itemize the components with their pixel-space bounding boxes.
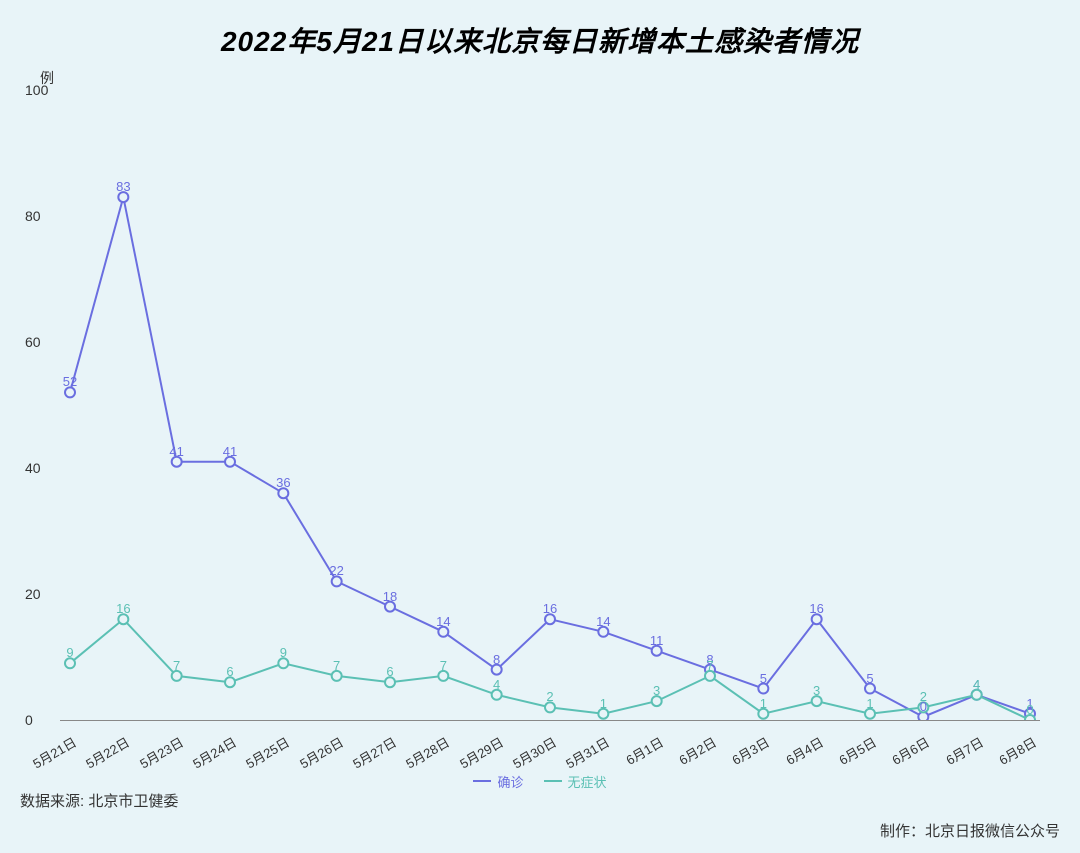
xtick-label: 5月22日	[82, 732, 133, 772]
point-value-label: 41	[223, 444, 237, 459]
point-value-label: 14	[596, 614, 610, 629]
xtick-label: 5月29日	[455, 732, 506, 772]
point-value-label: 7	[440, 658, 447, 673]
legend-item: 无症状	[544, 772, 607, 791]
series-line	[70, 197, 1030, 717]
xtick-label: 6月6日	[888, 732, 933, 769]
point-value-label: 8	[493, 652, 500, 667]
x-axis-line	[60, 720, 1040, 721]
point-value-label: 36	[276, 475, 290, 490]
point-value-label: 3	[653, 683, 660, 698]
point-value-label: 11	[650, 633, 664, 648]
legend-label: 无症状	[568, 772, 607, 791]
ytick-label: 60	[25, 334, 41, 350]
point-value-label: 3	[813, 683, 820, 698]
xtick-label: 6月5日	[835, 732, 880, 769]
xtick-label: 5月26日	[295, 732, 346, 772]
point-value-label: 4	[493, 677, 500, 692]
xtick-label: 5月28日	[402, 732, 453, 772]
xtick-label: 5月27日	[349, 732, 400, 772]
legend-label: 确诊	[497, 772, 523, 791]
point-value-label: 5	[866, 671, 873, 686]
point-value-label: 16	[116, 601, 130, 616]
point-value-label: 41	[169, 444, 183, 459]
xtick-label: 6月7日	[942, 732, 987, 769]
data-source-label: 数据来源: 北京市卫健委	[20, 790, 178, 811]
ytick-label: 0	[25, 712, 33, 728]
point-value-label: 4	[973, 677, 980, 692]
point-value-label: 0	[1026, 702, 1033, 717]
point-value-label: 7	[333, 658, 340, 673]
point-value-label: 14	[436, 614, 450, 629]
xtick-label: 6月1日	[622, 732, 667, 769]
xtick-label: 6月3日	[728, 732, 773, 769]
point-value-label: 83	[116, 179, 130, 194]
point-value-label: 22	[329, 563, 343, 578]
xtick-label: 5月23日	[135, 732, 186, 772]
point-value-label: 18	[383, 589, 397, 604]
point-value-label: 1	[600, 696, 607, 711]
xtick-label: 5月31日	[562, 732, 613, 772]
xtick-label: 5月21日	[29, 732, 80, 772]
xtick-label: 5月24日	[189, 732, 240, 772]
point-value-label: 1	[866, 696, 873, 711]
point-value-label: 6	[226, 664, 233, 679]
credit-label: 制作：北京日报微信公众号	[880, 820, 1060, 841]
point-value-label: 1	[760, 696, 767, 711]
point-value-label: 52	[63, 374, 77, 389]
xtick-label: 6月2日	[675, 732, 720, 769]
xtick-label: 6月8日	[995, 732, 1040, 769]
legend-swatch	[544, 780, 562, 782]
point-value-label: 2	[546, 689, 553, 704]
legend-swatch	[473, 780, 491, 782]
legend-item: 确诊	[473, 772, 523, 791]
point-value-label: 7	[173, 658, 180, 673]
xtick-label: 6月4日	[782, 732, 827, 769]
point-value-label: 5	[760, 671, 767, 686]
ytick-label: 100	[25, 82, 48, 98]
point-value-label: 9	[280, 645, 287, 660]
point-value-label: 6	[386, 664, 393, 679]
point-value-label: 16	[543, 601, 557, 616]
chart-area: 020406080100 5月21日5月22日5月23日5月24日5月25日5月…	[60, 90, 1040, 720]
point-value-label: 7	[706, 658, 713, 673]
line-chart-svg	[60, 90, 1040, 720]
ytick-label: 20	[25, 586, 41, 602]
point-value-label: 2	[920, 689, 927, 704]
xtick-label: 5月25日	[242, 732, 293, 772]
point-value-label: 16	[809, 601, 823, 616]
legend: 确诊 无症状	[0, 770, 1080, 791]
chart-title: 2022年5月21日以来北京每日新增本土感染者情况	[0, 0, 1080, 60]
ytick-label: 80	[25, 208, 41, 224]
xtick-label: 5月30日	[509, 732, 560, 772]
point-value-label: 9	[66, 645, 73, 660]
ytick-label: 40	[25, 460, 41, 476]
